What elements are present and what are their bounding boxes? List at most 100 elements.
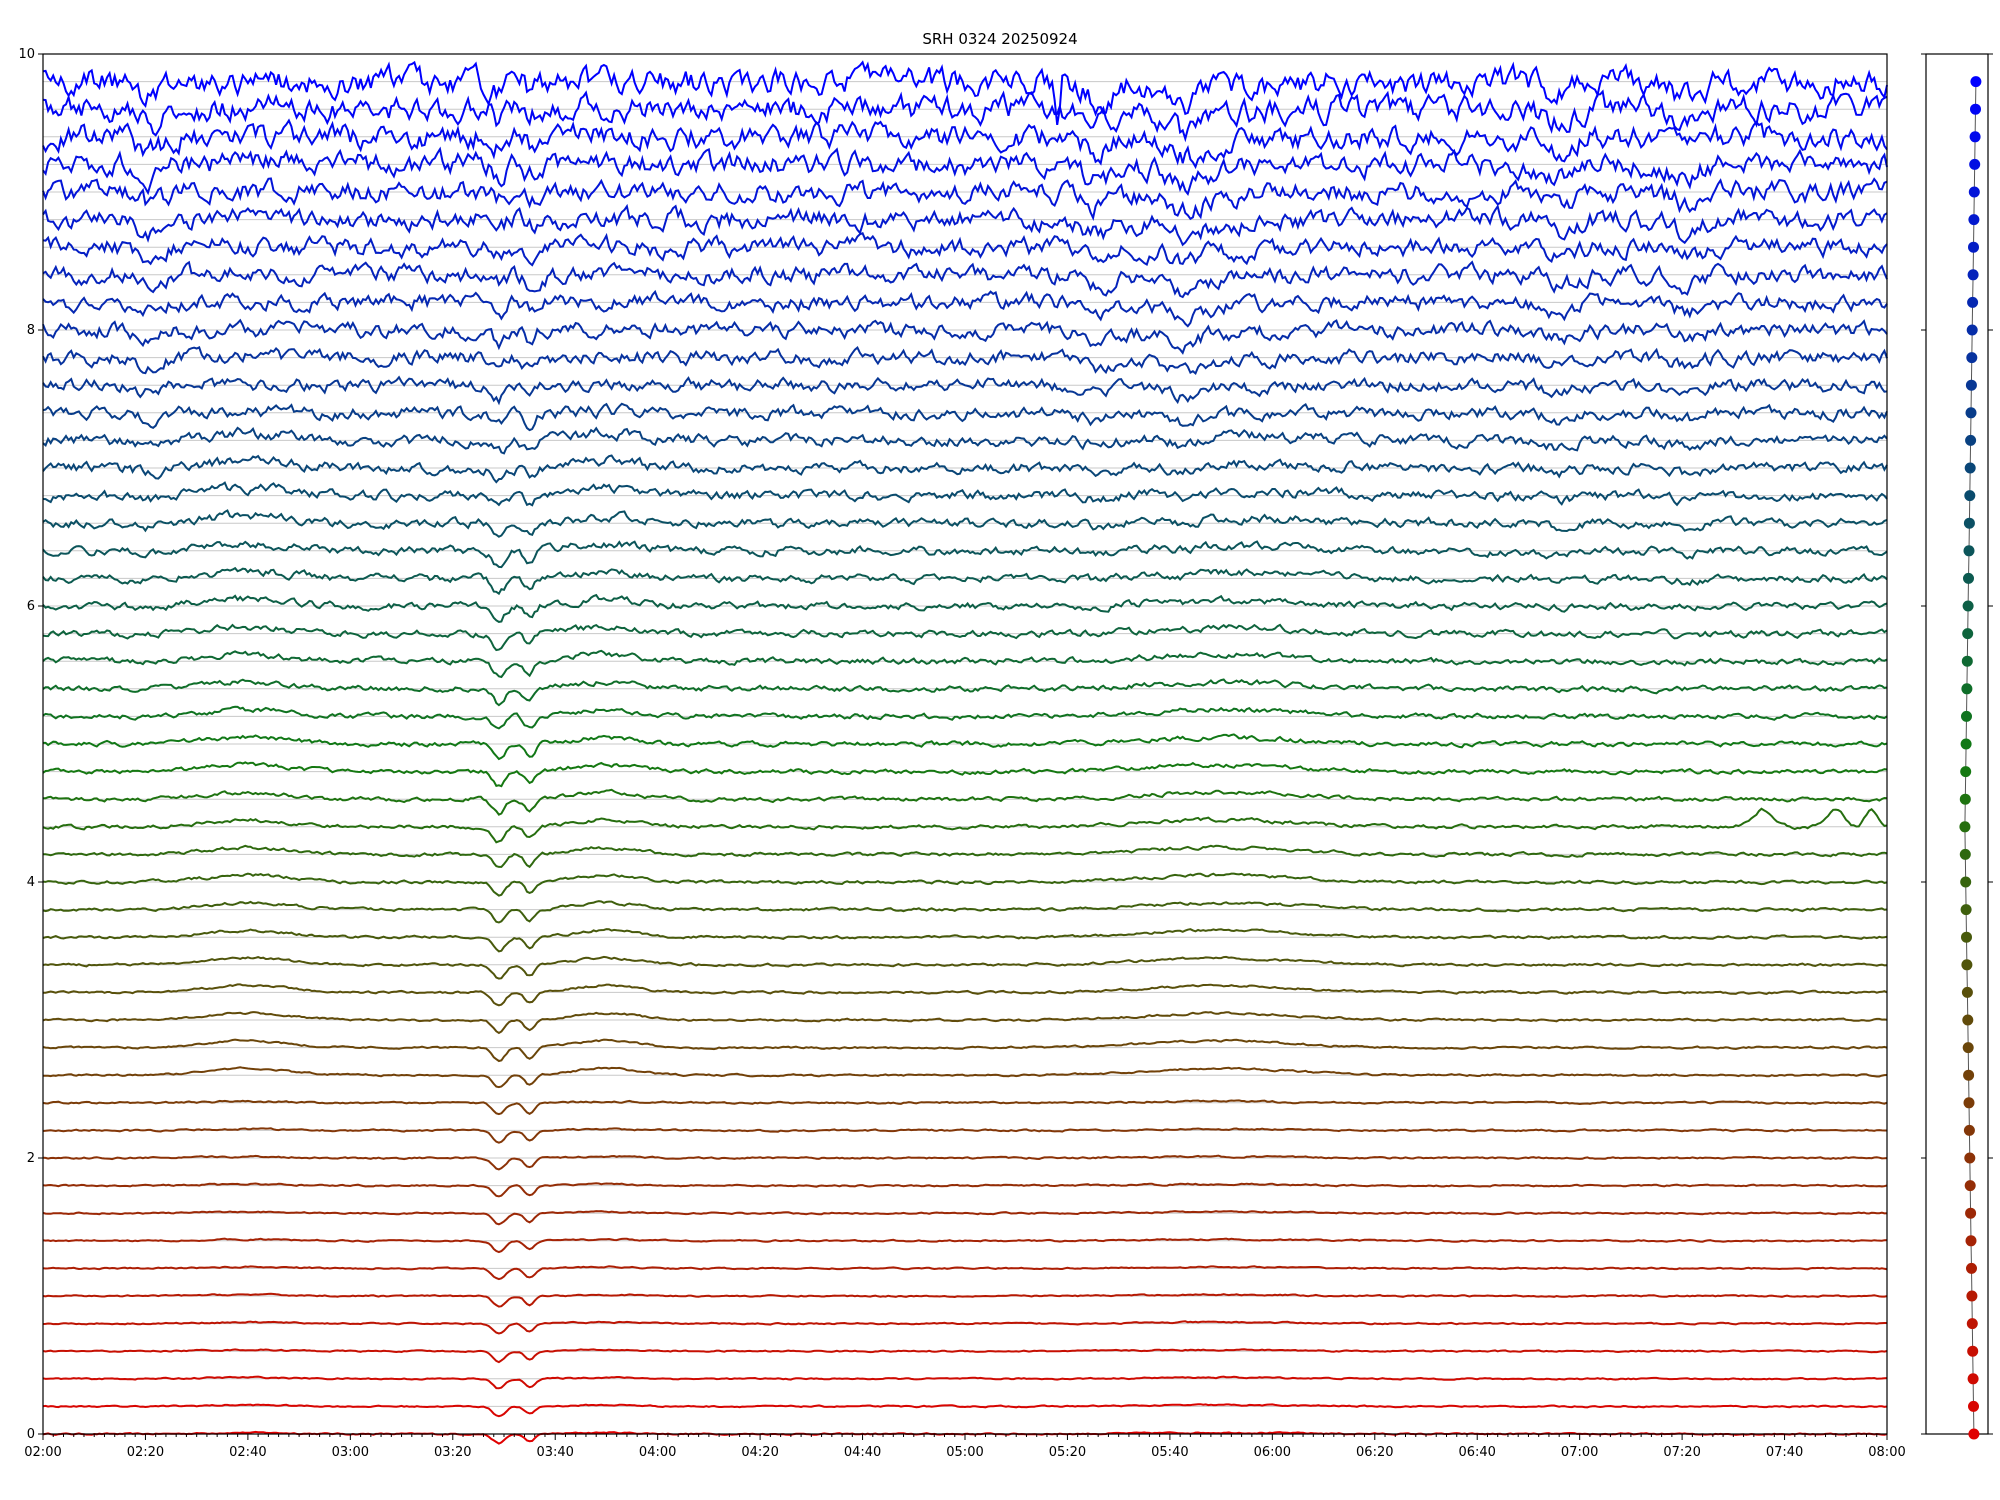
side-panel-point: [1960, 766, 1972, 778]
side-panel-point: [1967, 1373, 1979, 1385]
side-panel-point: [1970, 76, 1982, 88]
side-panel-point: [1961, 683, 1973, 695]
side-panel-point: [1964, 1180, 1976, 1192]
x-tick-label: 03:00: [332, 1445, 369, 1460]
trace-series-line: [42, 1375, 1888, 1390]
trace-series-line: [42, 402, 1888, 432]
side-panel-point: [1965, 379, 1977, 391]
side-panel-point: [1963, 1097, 1975, 1109]
side-panel-point: [1961, 959, 1973, 971]
side-panel-point: [1970, 103, 1981, 115]
trace-series-line: [43, 733, 1888, 761]
y-tick-label: 8: [27, 323, 35, 338]
trace-series-group: [42, 60, 1888, 1445]
y-tick-label: 6: [27, 599, 35, 614]
side-panel-point: [1962, 600, 1974, 612]
side-panel-point: [1965, 434, 1977, 446]
trace-series-line: [42, 872, 1888, 897]
side-panel-point: [1960, 876, 1972, 888]
side-panel-point: [1959, 848, 1971, 860]
x-tick-label: 02:20: [127, 1445, 164, 1460]
side-panel-point: [1968, 214, 1980, 226]
x-tick-label: 03:20: [434, 1445, 471, 1460]
x-tick-label: 04:40: [844, 1445, 881, 1460]
side-panel-point: [1960, 904, 1972, 916]
trace-series-line: [43, 983, 1888, 1007]
side-panel-point: [1966, 1262, 1977, 1274]
side-panel-point: [1961, 655, 1973, 667]
trace-series-line: [42, 1099, 1888, 1116]
y-tick-label: 2: [27, 1151, 35, 1166]
trace-series-line: [42, 1210, 1888, 1226]
trace-series-line: [42, 89, 1888, 143]
x-tick-label: 03:40: [536, 1445, 573, 1460]
trace-series-line: [42, 318, 1888, 355]
side-panel-connector: [1964, 81, 1977, 1435]
side-panel-point: [1965, 1207, 1977, 1219]
trace-series-line: [42, 705, 1888, 730]
trace-series-line: [42, 807, 1888, 844]
x-tick-label: 07:20: [1663, 1445, 1700, 1460]
y-axis: 0 2 4 6 8 10: [18, 47, 1993, 1442]
side-panel-point: [1969, 131, 1981, 143]
side-panel-point: [1966, 1290, 1978, 1302]
x-tick-label: 05:40: [1151, 1445, 1188, 1460]
side-panel-point: [1962, 628, 1974, 640]
side-panel-point: [1968, 1400, 1979, 1412]
side-panel-point: [1959, 821, 1971, 833]
side-panel-point: [1964, 490, 1976, 502]
trace-series-line: [42, 289, 1888, 328]
side-panel-point: [1963, 1069, 1975, 1081]
x-tick-label: 05:00: [946, 1445, 983, 1460]
trace-series-line: [42, 623, 1888, 652]
trace-series-line: [42, 454, 1888, 484]
side-panel-point: [1959, 793, 1971, 805]
side-panel-point: [1965, 407, 1977, 419]
side-panel-points: [1959, 76, 1982, 1440]
x-tick-label: 06:20: [1356, 1445, 1393, 1460]
trace-series-line: [42, 593, 1888, 623]
trace-series-line: [42, 1265, 1888, 1281]
trace-series-line: [43, 788, 1888, 816]
side-panel-frame: [1925, 53, 1989, 1435]
side-panel-point: [1963, 572, 1974, 584]
x-tick-label: 02:00: [24, 1445, 61, 1460]
trace-series-line: [42, 232, 1888, 267]
trace-series-line: [42, 649, 1888, 679]
side-panel-point: [1960, 738, 1972, 750]
side-panel-point: [1964, 1152, 1976, 1164]
trace-series-line: [42, 928, 1888, 953]
trace-series-line: [42, 900, 1888, 924]
trace-series-line: [42, 260, 1888, 299]
trace-series-line: [42, 146, 1888, 196]
side-panel-point: [1963, 545, 1975, 557]
trace-series-line: [42, 203, 1888, 247]
side-panel-point: [1964, 462, 1976, 474]
x-tick-label: 08:00: [1868, 1445, 1905, 1460]
side-panel-point: [1962, 1042, 1974, 1054]
trace-series-line: [42, 1127, 1887, 1144]
trace-series-line: [42, 1320, 1887, 1335]
side-panel-point: [1968, 1428, 1980, 1440]
trace-series-line: [42, 1348, 1888, 1364]
trace-series-line: [42, 426, 1888, 455]
trace-series-line: [42, 1154, 1888, 1171]
chart-title: SRH 0324 20250924: [922, 30, 1077, 48]
x-tick-label: 07:00: [1561, 1445, 1598, 1460]
trace-series-line: [42, 540, 1888, 569]
x-tick-label: 05:20: [1049, 1445, 1086, 1460]
y-tick-label: 4: [27, 875, 35, 890]
trace-series-line: [42, 1011, 1888, 1035]
side-panel-point: [1966, 1318, 1978, 1330]
y-tick-label: 0: [27, 1427, 35, 1442]
x-tick-label: 02:40: [229, 1445, 266, 1460]
trace-series-line: [42, 761, 1888, 788]
side-panel-point: [1961, 931, 1972, 943]
trace-series-line: [42, 1182, 1888, 1198]
side-panel-point: [1968, 241, 1979, 253]
x-tick-label: 06:40: [1458, 1445, 1495, 1460]
trace-series-line: [42, 1237, 1888, 1254]
side-panel-point: [1965, 1235, 1977, 1247]
side-panel-point: [1966, 324, 1978, 336]
